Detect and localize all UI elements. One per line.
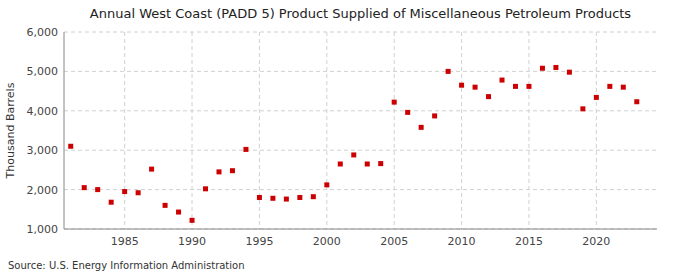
point [176, 210, 181, 215]
y-grid-line [64, 229, 657, 230]
y-axis-line [64, 32, 65, 229]
point [405, 110, 410, 115]
y-axis-label: Thousand Barrels [4, 82, 17, 179]
point [500, 78, 505, 83]
point [567, 70, 572, 75]
x-grid-line [461, 32, 462, 229]
point [109, 200, 114, 205]
point [163, 203, 168, 208]
point [284, 197, 289, 202]
x-axis-line [64, 229, 657, 230]
point [473, 85, 478, 90]
point [136, 190, 141, 195]
y-tick-label: 3,000 [27, 144, 59, 157]
y-tick-label: 2,000 [27, 184, 59, 197]
y-tick-label: 1,000 [27, 223, 59, 236]
point [149, 167, 154, 172]
y-tick-label: 5,000 [27, 65, 59, 78]
x-grid-line [326, 32, 327, 229]
point [190, 218, 195, 223]
y-grid-line [64, 189, 657, 190]
point [324, 182, 329, 187]
point [95, 187, 100, 192]
x-tick-label: 2010 [448, 235, 476, 248]
point [311, 194, 316, 199]
x-grid-line [192, 32, 193, 229]
point [513, 84, 518, 89]
tick-labels: 1,000 2,000 3,000 4,000 5,000 6,000 1985 1990 19… [27, 26, 611, 248]
x-grid-line [528, 32, 529, 229]
x-tick-label: 1985 [111, 235, 139, 248]
point [378, 161, 383, 166]
point [594, 95, 599, 100]
grid [64, 32, 657, 229]
point [216, 169, 221, 174]
point [607, 84, 612, 89]
point [580, 106, 585, 111]
x-grid-line [124, 32, 125, 229]
point [365, 161, 370, 166]
y-tick-label: 4,000 [27, 105, 59, 118]
source-note: Source: U.S. Energy Information Administ… [8, 260, 245, 271]
y-grid-line [64, 32, 657, 33]
point [634, 99, 639, 104]
y-grid-line [64, 150, 657, 151]
x-grid-line [394, 32, 395, 229]
point [486, 94, 491, 99]
x-grid-line [596, 32, 597, 229]
point [68, 144, 73, 149]
point [203, 186, 208, 191]
point [432, 113, 437, 118]
x-tick-label: 2015 [515, 235, 543, 248]
point [621, 85, 626, 90]
title: Annual West Coast (PADD 5) Product Suppl… [90, 6, 632, 21]
point [351, 152, 356, 157]
point [526, 84, 531, 89]
point [446, 69, 451, 74]
point [243, 147, 248, 152]
point [257, 195, 262, 200]
background [0, 0, 675, 275]
point [392, 100, 397, 105]
chart: Annual West Coast (PADD 5) Product Suppl… [0, 0, 675, 275]
point [270, 196, 275, 201]
point [230, 168, 235, 173]
point [540, 66, 545, 71]
x-tick-label: 1990 [178, 235, 206, 248]
point [553, 65, 558, 70]
point [419, 125, 424, 130]
point [122, 189, 127, 194]
x-tick-label: 1995 [245, 235, 273, 248]
points [68, 65, 639, 223]
point [82, 185, 87, 190]
y-grid-line [64, 110, 657, 111]
point [459, 83, 464, 88]
x-tick-label: 2020 [582, 235, 610, 248]
point [338, 161, 343, 166]
x-tick-label: 2000 [313, 235, 341, 248]
point [297, 195, 302, 200]
x-tick-label: 2005 [380, 235, 408, 248]
y-tick-label: 6,000 [27, 26, 59, 39]
